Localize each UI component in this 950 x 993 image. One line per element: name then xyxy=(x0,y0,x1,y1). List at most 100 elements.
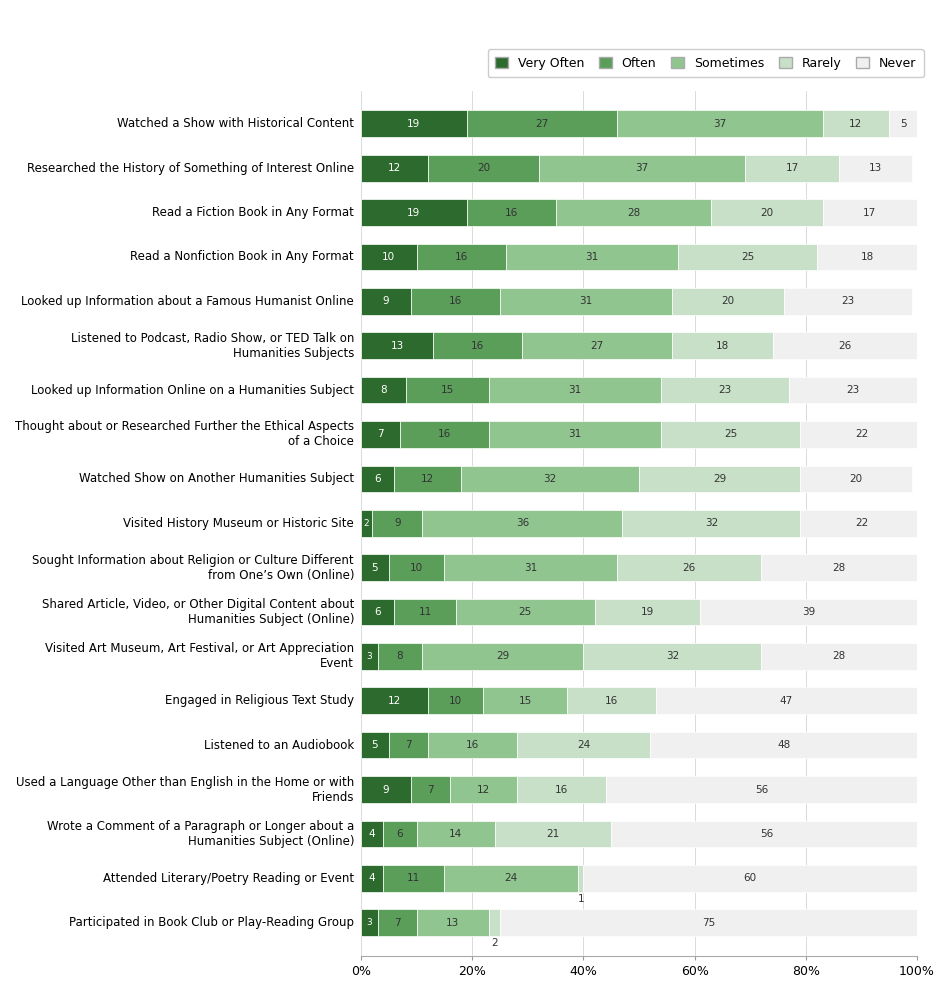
Bar xyxy=(617,554,761,581)
Bar xyxy=(761,643,917,669)
Text: 8: 8 xyxy=(380,385,387,395)
Bar xyxy=(784,288,911,315)
Bar xyxy=(406,376,489,403)
Bar xyxy=(361,376,406,403)
Bar xyxy=(361,865,383,892)
Text: 5: 5 xyxy=(371,740,378,750)
Text: 1: 1 xyxy=(578,894,584,904)
Text: 28: 28 xyxy=(627,208,640,217)
Text: 19: 19 xyxy=(641,607,654,617)
Bar xyxy=(712,200,823,225)
Text: 8: 8 xyxy=(397,651,404,661)
Text: 11: 11 xyxy=(408,873,421,884)
Text: 20: 20 xyxy=(721,296,734,306)
Bar xyxy=(361,155,428,182)
Bar xyxy=(606,777,917,803)
Text: 56: 56 xyxy=(754,784,768,794)
Bar xyxy=(839,155,911,182)
Bar xyxy=(445,554,617,581)
Text: 31: 31 xyxy=(568,430,581,440)
Text: 7: 7 xyxy=(405,740,411,750)
Text: 16: 16 xyxy=(438,430,451,440)
Bar xyxy=(817,243,917,270)
Text: 36: 36 xyxy=(516,518,529,528)
Bar xyxy=(383,820,417,847)
Bar xyxy=(428,155,539,182)
Bar xyxy=(678,243,817,270)
Bar xyxy=(417,243,505,270)
Bar xyxy=(800,466,911,493)
Bar xyxy=(361,732,389,759)
Text: 10: 10 xyxy=(449,696,462,706)
Bar xyxy=(617,110,823,137)
Text: 12: 12 xyxy=(421,474,434,484)
Text: 31: 31 xyxy=(524,563,538,573)
Bar xyxy=(450,777,517,803)
Bar xyxy=(361,599,394,626)
Bar xyxy=(639,466,800,493)
Bar xyxy=(389,732,428,759)
Text: 22: 22 xyxy=(855,430,868,440)
Text: 27: 27 xyxy=(535,119,548,129)
Text: 13: 13 xyxy=(390,341,404,351)
Text: 18: 18 xyxy=(716,341,729,351)
Text: 17: 17 xyxy=(864,208,877,217)
Text: 6: 6 xyxy=(374,474,381,484)
Bar xyxy=(556,200,712,225)
Text: 75: 75 xyxy=(702,918,715,927)
Bar xyxy=(489,910,500,936)
Text: 6: 6 xyxy=(374,607,381,617)
Text: 29: 29 xyxy=(713,474,727,484)
Bar xyxy=(361,200,466,225)
Text: 32: 32 xyxy=(705,518,718,528)
Bar xyxy=(461,466,639,493)
Bar xyxy=(378,643,422,669)
Bar xyxy=(700,599,917,626)
Text: 28: 28 xyxy=(832,651,846,661)
Bar xyxy=(889,110,917,137)
Bar xyxy=(661,421,800,448)
Bar xyxy=(522,333,673,359)
Text: 16: 16 xyxy=(449,296,463,306)
Text: 9: 9 xyxy=(394,518,401,528)
Text: 7: 7 xyxy=(394,918,401,927)
Text: 22: 22 xyxy=(855,518,868,528)
Text: 15: 15 xyxy=(519,696,532,706)
Bar xyxy=(389,554,445,581)
Bar xyxy=(578,865,583,892)
Text: 10: 10 xyxy=(410,563,424,573)
Text: 13: 13 xyxy=(446,918,460,927)
Text: 16: 16 xyxy=(504,208,518,217)
Text: 16: 16 xyxy=(471,341,484,351)
Bar xyxy=(361,421,400,448)
Bar xyxy=(484,687,567,714)
Text: 26: 26 xyxy=(682,563,695,573)
Text: 12: 12 xyxy=(388,163,401,173)
Bar xyxy=(361,643,378,669)
Bar xyxy=(539,155,745,182)
Text: 20: 20 xyxy=(760,208,773,217)
Bar xyxy=(495,820,611,847)
Bar xyxy=(361,288,411,315)
Bar xyxy=(656,687,917,714)
Text: 39: 39 xyxy=(802,607,815,617)
Bar xyxy=(761,554,917,581)
Text: 25: 25 xyxy=(519,607,532,617)
Bar xyxy=(517,777,606,803)
Text: 27: 27 xyxy=(591,341,604,351)
Bar xyxy=(394,599,456,626)
Text: 16: 16 xyxy=(466,740,479,750)
Text: 31: 31 xyxy=(585,252,598,262)
Text: 24: 24 xyxy=(577,740,590,750)
Bar xyxy=(800,510,922,536)
Legend: Very Often, Often, Sometimes, Rarely, Never: Very Often, Often, Sometimes, Rarely, Ne… xyxy=(488,50,923,77)
Text: 9: 9 xyxy=(383,784,390,794)
Bar xyxy=(394,466,461,493)
Text: 3: 3 xyxy=(367,651,372,661)
Bar xyxy=(505,243,678,270)
Text: 6: 6 xyxy=(397,829,404,839)
Bar xyxy=(466,200,556,225)
Text: 16: 16 xyxy=(555,784,568,794)
Bar xyxy=(361,110,466,137)
Text: 23: 23 xyxy=(718,385,732,395)
